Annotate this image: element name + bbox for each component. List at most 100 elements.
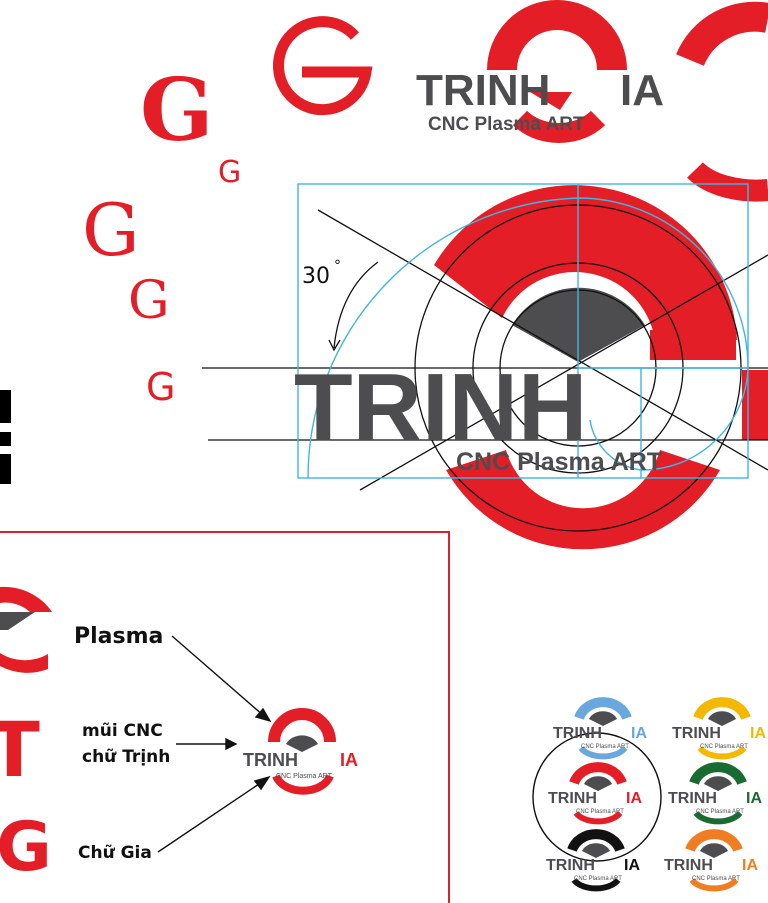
variant-wedge-red — [584, 776, 612, 791]
arrow-tip-head — [225, 737, 238, 751]
variant-wedge-green — [704, 776, 732, 791]
g-study-serif-medium: G — [82, 188, 140, 272]
angle-label: 30 — [302, 264, 330, 289]
g-study-outline-geometric — [272, 16, 373, 116]
construction-diagonal-1 — [317, 209, 768, 471]
g-study-serif-large: G — [140, 60, 213, 161]
angle-arc-arrow — [333, 261, 379, 349]
variant-wordmark-right-orange: IA — [742, 857, 758, 874]
angle-degree-mark: ° — [334, 258, 341, 274]
construction-ring-top — [434, 185, 737, 340]
top-logo-wordmark-right: IA — [620, 66, 664, 115]
plasma-arc-icon — [0, 586, 52, 612]
concept-logo-wordmark-right: IA — [340, 750, 358, 770]
variant-arc-yellow — [693, 697, 751, 720]
variant-wordmark-right-yellow: IA — [750, 725, 766, 742]
variant-tagline-green: CNC Plasma ART — [696, 809, 744, 815]
plasma-label: Plasma — [74, 624, 163, 649]
edge-bar-2 — [0, 432, 11, 446]
variant-wedge-yellow — [708, 711, 736, 726]
variant-wordmark-right-black: IA — [624, 857, 640, 874]
concept-panel-border — [0, 531, 450, 903]
variant-wordmark-right-red: IA — [626, 790, 642, 807]
variant-wordmark-left-yellow: TRINH — [672, 725, 721, 742]
top-logo-lower-arc — [512, 110, 606, 143]
top-logo-arc — [487, 0, 627, 71]
variant-wedge-orange — [700, 843, 728, 858]
variant-highlight-circle — [532, 732, 662, 862]
variant-lower-arc-green — [693, 810, 743, 825]
angle-arrow-head — [328, 339, 341, 352]
variant-wordmark-left-green: TRINH — [668, 790, 717, 807]
construction-diagram: 30 ° TRINH CNC Plasma ART — [202, 183, 768, 550]
variant-wordmark-left-orange: TRINH — [664, 857, 713, 874]
construction-wordmark: TRINH — [294, 354, 587, 461]
concept-panel: Plasma T mũi CNC chữ Trịnh G Chữ Gia TRI… — [0, 531, 450, 903]
variant-wedge-black — [582, 843, 610, 858]
arrow-gia-head — [253, 775, 271, 791]
edge-bar-1 — [0, 390, 11, 423]
plasma-lower-arc-icon — [0, 653, 48, 673]
variant-wordmark-right-blue: IA — [631, 725, 647, 742]
golden-rect-outer — [297, 183, 749, 479]
variant-wordmark-left-red: TRINH — [548, 790, 597, 807]
g-study-tiny-right: G — [218, 155, 241, 190]
plasma-wedge-icon — [0, 612, 35, 630]
variant-arc-red — [569, 762, 627, 785]
variant-wordmark-left-black: TRINH — [546, 857, 595, 874]
concept-logo-arc — [268, 708, 336, 743]
concept-assembled-logo: TRINH IA CNC Plasma ART — [243, 708, 358, 795]
variant-lower-arc-yellow — [697, 745, 747, 760]
gia-label: Chữ Gia — [78, 843, 152, 863]
g-study-serif-small: G — [128, 271, 170, 331]
concept-logo-lower-arc — [272, 774, 334, 795]
variant-wordmark-right-green: IA — [746, 790, 762, 807]
left-edge-marks — [0, 390, 11, 484]
golden-ratio-guides — [297, 183, 749, 479]
cnc-tip-label-line2: chữ Trịnh — [82, 747, 170, 767]
construction-edge-block — [742, 370, 768, 440]
variant-tagline-blue: CNC Plasma ART — [581, 744, 629, 750]
variant-arc-orange — [685, 829, 743, 852]
variant-wordmark-left-blue: TRINH — [553, 725, 602, 742]
golden-spiral — [307, 197, 749, 479]
top-logo-cnc-tip — [530, 92, 572, 110]
variant-tagline-red: CNC Plasma ART — [576, 809, 624, 815]
variant-tagline-black: CNC Plasma ART — [574, 876, 622, 882]
top-logo-tagline: CNC Plasma ART — [428, 114, 585, 135]
g-study-tiny-left: G — [146, 365, 175, 409]
edge-bar-3 — [0, 454, 11, 484]
variant-arc-black — [567, 829, 625, 852]
concept-g-letter: G — [0, 808, 52, 887]
variant-wedge-blue — [589, 711, 617, 726]
concept-logo-wedge — [286, 735, 318, 752]
construction-tagline: CNC Plasma ART — [456, 448, 662, 476]
top-logo-wordmark-left: TRINH — [416, 66, 550, 115]
variant-tagline-orange: CNC Plasma ART — [692, 876, 740, 882]
variant-lower-arc-black — [571, 877, 621, 892]
variant-arc-blue — [574, 697, 632, 720]
variant-lower-arc-orange — [689, 877, 739, 892]
variant-lower-arc-red — [573, 810, 623, 825]
concept-arrows — [157, 635, 272, 853]
cnc-tip-label-line1: mũi CNC — [82, 721, 163, 741]
top-right-partial-arc — [676, 1, 768, 67]
arrow-gia — [157, 781, 263, 853]
concept-logo-tagline: CNC Plasma ART — [276, 773, 333, 780]
variant-tagline-yellow: CNC Plasma ART — [700, 744, 748, 750]
arrow-plasma-head — [254, 707, 272, 723]
arrow-plasma — [171, 635, 265, 717]
concept-logo-wordmark-left: TRINH — [243, 750, 298, 770]
g-letter-studies: G G G G G — [82, 16, 373, 409]
construction-ring-bottom — [446, 450, 720, 550]
construction-diagonal-2 — [359, 254, 768, 491]
